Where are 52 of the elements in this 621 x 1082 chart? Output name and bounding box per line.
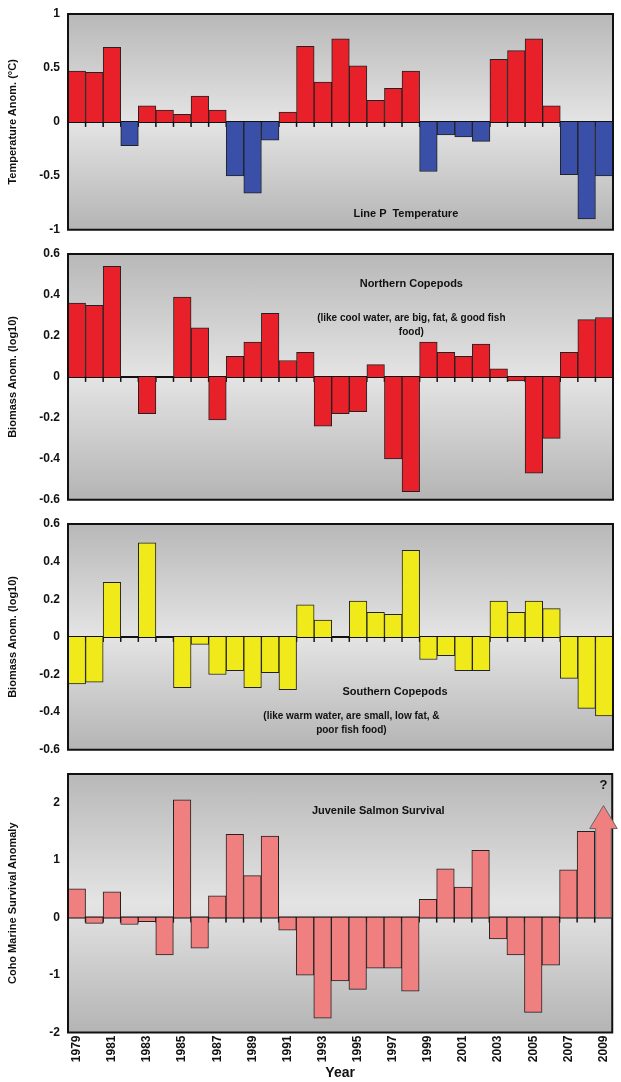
x-tick-label: 1991 bbox=[279, 1035, 294, 1063]
annotation: (like cool water, are big, fat, & good fish food) bbox=[317, 311, 506, 337]
x-tick-label: 1989 bbox=[244, 1035, 259, 1063]
x-tick-label: 1995 bbox=[349, 1035, 364, 1063]
y-tick-label: -0.2 bbox=[39, 666, 61, 681]
y-tick-label: 0.6 bbox=[43, 516, 61, 531]
y-tick-label: 1 bbox=[53, 852, 61, 867]
x-tick-label: 1997 bbox=[385, 1035, 400, 1063]
x-tick-label: 1979 bbox=[69, 1035, 84, 1063]
y-tick-label: 2 bbox=[53, 795, 61, 810]
y-axis-title: Biomass Anom. (log10) bbox=[5, 315, 18, 438]
y-axis-title: Biomass Anom. (log10) bbox=[5, 575, 18, 698]
y-tick-label: -0.4 bbox=[39, 704, 61, 719]
y-tick-label: -0.2 bbox=[39, 410, 61, 425]
annotation: (like warm water, are small, low fat, & poor fish food) bbox=[263, 710, 440, 736]
y-tick-label: 0 bbox=[53, 629, 61, 644]
x-tick-label: 2007 bbox=[560, 1035, 575, 1063]
y-tick-label: 0.2 bbox=[43, 591, 61, 606]
y-tick-label: -0.6 bbox=[39, 492, 61, 507]
y-tick-label: -0.5 bbox=[39, 168, 61, 183]
y-axis-title: Coho Marine Survival Anomaly bbox=[5, 821, 18, 985]
x-tick-label: 1983 bbox=[139, 1035, 154, 1063]
x-tick-label: 2005 bbox=[525, 1035, 540, 1063]
y-tick-label: -0.4 bbox=[39, 451, 61, 466]
y-tick-label: 0.4 bbox=[43, 287, 61, 302]
x-axis-title: Year bbox=[325, 1064, 356, 1081]
x-tick-label: 2003 bbox=[490, 1035, 505, 1063]
annotation: Northern Copepods bbox=[359, 277, 463, 290]
y-tick-label: -2 bbox=[49, 1024, 61, 1039]
y-tick-label: 0.5 bbox=[43, 60, 61, 75]
x-tick-label: 1985 bbox=[174, 1035, 189, 1063]
x-tick-label: 1981 bbox=[104, 1035, 119, 1063]
y-tick-label: -1 bbox=[49, 967, 61, 982]
y-axis-title: Temperature Anom. (°C) bbox=[5, 58, 18, 185]
x-tick-label: 2001 bbox=[455, 1035, 470, 1063]
y-tick-label: 0.4 bbox=[43, 553, 61, 568]
y-tick-label: 0 bbox=[53, 369, 61, 384]
x-tick-label: 2009 bbox=[595, 1035, 610, 1063]
y-tick-label: 0 bbox=[53, 909, 61, 924]
x-tick-label: 1987 bbox=[209, 1035, 224, 1063]
x-tick-label: 1999 bbox=[420, 1035, 435, 1063]
annotation: Line P Temperature bbox=[353, 206, 459, 219]
y-tick-label: 0.2 bbox=[43, 328, 61, 343]
y-tick-label: 0 bbox=[53, 114, 61, 129]
y-tick-label: 0.6 bbox=[43, 246, 61, 261]
y-tick-label: -0.6 bbox=[39, 742, 61, 757]
y-tick-label: 1 bbox=[53, 6, 61, 21]
x-tick-label: 1993 bbox=[314, 1035, 329, 1063]
annotation: Juvenile Salmon Survival bbox=[311, 803, 445, 816]
y-tick-label: -1 bbox=[49, 222, 61, 237]
annotation: ? bbox=[599, 777, 608, 793]
annotation: Southern Copepods bbox=[342, 685, 448, 698]
